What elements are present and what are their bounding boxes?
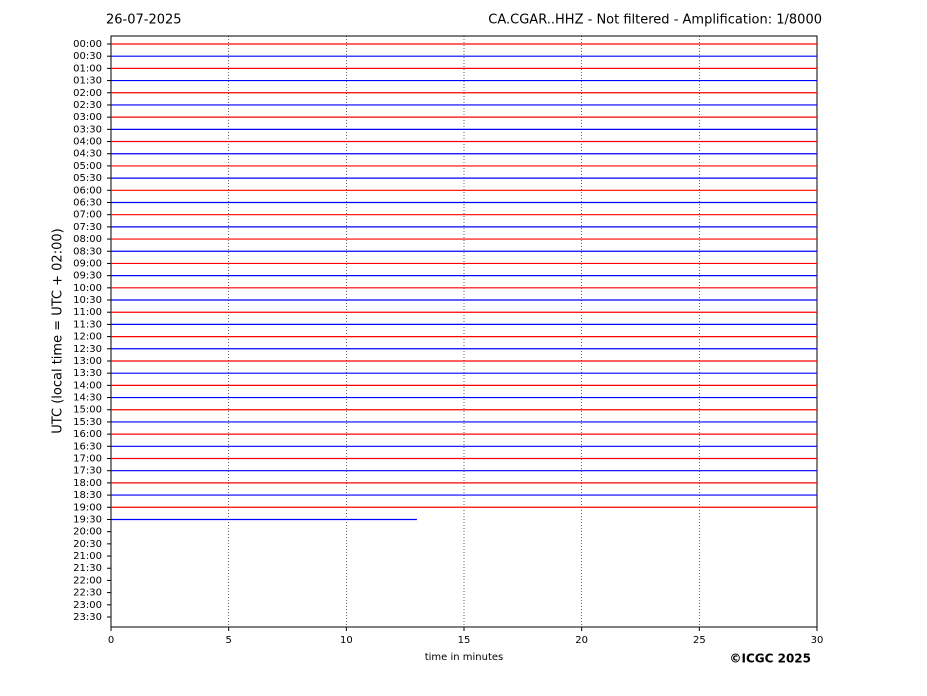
y-tick-label: 18:30 xyxy=(73,490,102,501)
y-tick-label: 05:00 xyxy=(73,161,102,172)
y-tick-label: 09:00 xyxy=(73,258,102,269)
y-tick-label: 07:00 xyxy=(73,210,102,221)
y-tick-label: 03:30 xyxy=(73,124,102,135)
y-tick-label: 16:30 xyxy=(73,441,102,452)
y-tick-label: 10:30 xyxy=(73,295,102,306)
y-tick-label: 01:00 xyxy=(73,63,102,74)
y-tick-label: 20:30 xyxy=(73,539,102,550)
y-tick-label: 17:30 xyxy=(73,466,102,477)
x-tick-label: 5 xyxy=(225,635,231,646)
x-tick-label: 15 xyxy=(458,635,471,646)
y-tick-label: 22:00 xyxy=(73,575,102,586)
y-tick-label: 11:30 xyxy=(73,319,102,330)
y-tick-label: 02:00 xyxy=(73,88,102,99)
y-tick-label: 19:30 xyxy=(73,514,102,525)
y-tick-label: 21:00 xyxy=(73,551,102,562)
y-tick-label: 08:00 xyxy=(73,234,102,245)
x-tick-label: 0 xyxy=(108,635,114,646)
y-tick-label: 13:30 xyxy=(73,368,102,379)
y-tick-label: 11:00 xyxy=(73,307,102,318)
x-tick-label: 25 xyxy=(693,635,706,646)
y-tick-label: 14:30 xyxy=(73,393,102,404)
y-tick-label: 18:00 xyxy=(73,478,102,489)
y-tick-label: 21:30 xyxy=(73,563,102,574)
y-tick-label: 10:00 xyxy=(73,283,102,294)
y-tick-label: 04:30 xyxy=(73,149,102,160)
x-tick-label: 30 xyxy=(811,635,824,646)
y-tick-label: 00:30 xyxy=(73,51,102,62)
y-tick-label: 15:30 xyxy=(73,417,102,428)
y-tick-label: 19:00 xyxy=(73,502,102,513)
y-tick-label: 03:00 xyxy=(73,112,102,123)
y-tick-label: 06:30 xyxy=(73,197,102,208)
x-tick-label: 20 xyxy=(575,635,588,646)
x-tick-label: 10 xyxy=(340,635,353,646)
y-tick-label: 12:00 xyxy=(73,332,102,343)
y-tick-label: 14:00 xyxy=(73,380,102,391)
y-tick-label: 02:30 xyxy=(73,100,102,111)
y-tick-label: 22:30 xyxy=(73,588,102,599)
y-tick-label: 23:00 xyxy=(73,600,102,611)
y-tick-label: 15:00 xyxy=(73,405,102,416)
credit: ©ICGC 2025 xyxy=(729,652,811,666)
y-tick-label: 07:30 xyxy=(73,222,102,233)
y-tick-label: 06:00 xyxy=(73,185,102,196)
date: 26-07-2025 xyxy=(106,13,182,28)
y-tick-label: 20:00 xyxy=(73,527,102,538)
y-tick-label: 05:30 xyxy=(73,173,102,184)
y-tick-label: 16:00 xyxy=(73,429,102,440)
y-tick-label: 04:00 xyxy=(73,137,102,148)
y-tick-label: 13:00 xyxy=(73,356,102,367)
y-tick-label: 09:30 xyxy=(73,271,102,282)
y-tick-label: 12:30 xyxy=(73,344,102,355)
y-tick-label: 08:30 xyxy=(73,246,102,257)
y-tick-label: 01:30 xyxy=(73,76,102,87)
x-axis-label: time in minutes xyxy=(425,652,504,663)
chart-title: CA.CGAR..HHZ - Not filtered - Amplificat… xyxy=(488,13,822,28)
y-tick-label: 17:00 xyxy=(73,454,102,465)
y-tick-label: 00:00 xyxy=(73,39,102,50)
y-axis-label: UTC (local time = UTC + 02:00) xyxy=(51,228,66,433)
y-tick-label: 23:30 xyxy=(73,612,102,623)
